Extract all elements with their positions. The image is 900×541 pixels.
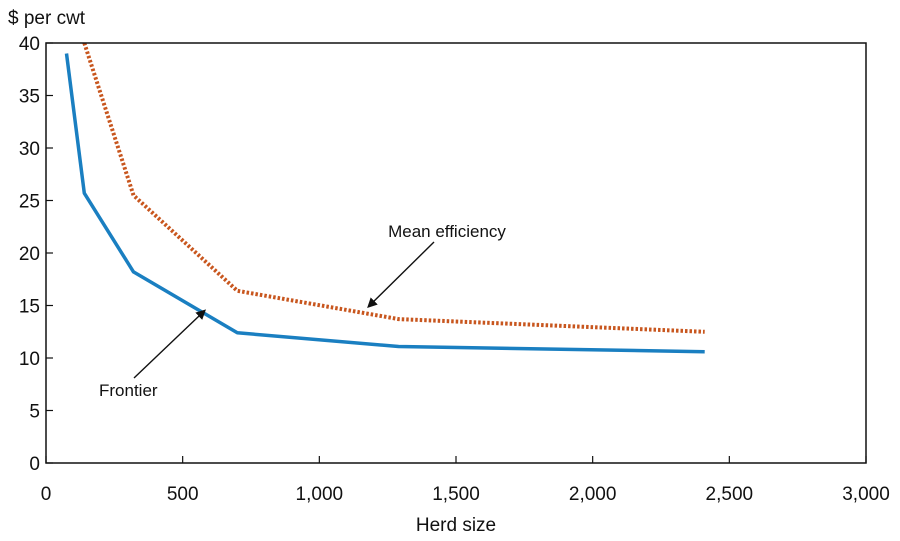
- x-tick-label: 2,500: [706, 484, 754, 505]
- y-tick-label: 0: [29, 454, 40, 475]
- annotation-layer: Mean efficiency Frontier: [99, 222, 506, 400]
- series-layer: [64, 42, 705, 354]
- plot-frame: [45, 42, 867, 464]
- x-tick-label: 2,000: [569, 484, 617, 505]
- x-tick-label: 3,000: [842, 484, 890, 505]
- x-tick-label: 0: [41, 484, 52, 505]
- x-axis-ticks: 0 500 1,000 1,500 2,000 2,500 3,000: [41, 456, 890, 505]
- x-tick-label: 1,500: [432, 484, 480, 505]
- y-tick-label: 20: [19, 244, 40, 265]
- y-tick-label: 30: [19, 139, 40, 160]
- y-tick-label: 25: [19, 192, 40, 213]
- y-axis-ticks: 0 5 10 15 20 25 30 35 40: [19, 34, 53, 475]
- y-axis-label: $ per cwt: [8, 8, 86, 29]
- y-tick-label: 15: [19, 297, 40, 318]
- x-tick-label: 1,000: [296, 484, 344, 505]
- x-tick-label: 500: [167, 484, 199, 505]
- y-tick-label: 40: [19, 34, 40, 55]
- y-tick-label: 5: [29, 402, 40, 423]
- x-axis-label: Herd size: [416, 515, 496, 536]
- annotation-arrow: [367, 241, 435, 308]
- annotation-label: Frontier: [99, 381, 158, 400]
- annotation-label: Mean efficiency: [388, 222, 506, 241]
- y-tick-label: 35: [19, 87, 40, 108]
- series-line-frontier: [64, 53, 705, 354]
- y-tick-label: 10: [19, 349, 40, 370]
- annotation-arrow: [133, 309, 206, 379]
- series-line-mean-efficiency: [82, 42, 705, 334]
